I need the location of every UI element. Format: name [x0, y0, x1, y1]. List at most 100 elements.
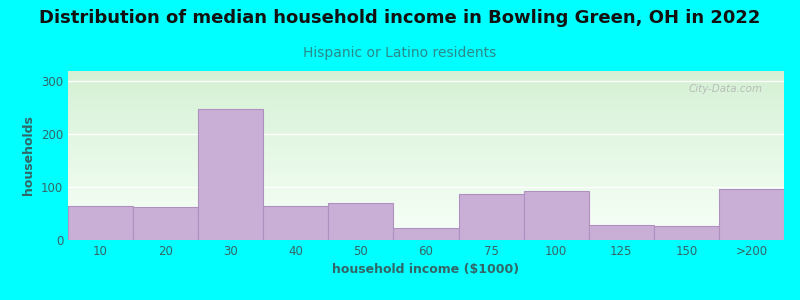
Bar [68, 86, 784, 87]
Bar [68, 126, 784, 127]
Bar [68, 74, 784, 75]
Bar [68, 218, 784, 219]
Bar [68, 100, 784, 101]
Bar [68, 161, 784, 162]
Bar [68, 235, 784, 236]
Bar [68, 80, 784, 81]
Bar [68, 77, 784, 78]
Bar [68, 112, 784, 113]
Bar [68, 208, 784, 209]
Bar [68, 155, 784, 156]
Bar [68, 141, 784, 142]
Bar [68, 189, 784, 190]
Bar [589, 225, 654, 240]
Bar [68, 215, 784, 216]
Bar [68, 70, 784, 71]
Bar [68, 194, 784, 195]
Bar [68, 233, 784, 234]
Bar [68, 238, 784, 239]
Bar [68, 210, 784, 211]
Bar [68, 96, 784, 97]
Text: Hispanic or Latino residents: Hispanic or Latino residents [303, 46, 497, 61]
Bar [68, 211, 784, 212]
Bar [68, 193, 784, 194]
Bar [68, 237, 784, 238]
Bar [68, 195, 784, 196]
Bar [68, 78, 784, 79]
Bar [68, 108, 784, 109]
Bar [68, 98, 784, 99]
Bar [68, 119, 784, 120]
Bar [68, 132, 784, 133]
Bar [458, 194, 524, 240]
Bar [68, 128, 784, 129]
Bar [68, 182, 784, 183]
Bar [68, 149, 784, 150]
Bar [68, 219, 784, 220]
Bar [68, 89, 784, 90]
Bar [68, 99, 784, 100]
Bar [68, 181, 784, 182]
Bar [68, 81, 784, 82]
Bar [68, 97, 784, 98]
Bar [68, 79, 784, 80]
Bar [68, 229, 784, 230]
Bar [68, 157, 784, 158]
Bar [68, 71, 784, 72]
Bar [68, 205, 784, 206]
Bar [68, 159, 784, 160]
Bar [68, 202, 784, 203]
Bar [68, 124, 784, 125]
Bar [68, 75, 784, 76]
Bar [68, 118, 784, 119]
Bar [68, 72, 784, 73]
Bar [68, 94, 784, 95]
Bar [68, 198, 784, 199]
Bar [68, 184, 784, 185]
Bar [133, 207, 198, 240]
Bar [68, 142, 784, 143]
Bar [68, 163, 784, 164]
Bar [198, 109, 263, 240]
Bar [68, 87, 784, 88]
Bar [68, 200, 784, 201]
Bar [68, 225, 784, 226]
Bar [68, 196, 784, 197]
Bar [68, 144, 784, 145]
Bar [68, 186, 784, 187]
Bar [68, 92, 784, 93]
Bar [68, 153, 784, 154]
Bar [68, 183, 784, 184]
Bar [68, 145, 784, 146]
Bar [68, 203, 784, 204]
Bar [68, 197, 784, 198]
Bar [68, 223, 784, 224]
Bar [68, 167, 784, 168]
Bar [68, 76, 784, 77]
Bar [68, 90, 784, 91]
Bar [68, 122, 784, 123]
Bar [68, 232, 784, 233]
Bar [68, 190, 784, 191]
Bar [68, 85, 784, 86]
Text: City-Data.com: City-Data.com [688, 84, 762, 94]
Bar [68, 83, 784, 84]
Bar [68, 102, 784, 103]
Bar [68, 125, 784, 126]
Bar [68, 134, 784, 135]
Bar [68, 88, 784, 89]
Bar [68, 121, 784, 122]
Bar [68, 104, 784, 105]
Bar [68, 131, 784, 132]
Bar [68, 154, 784, 155]
Bar [68, 191, 784, 192]
Text: Distribution of median household income in Bowling Green, OH in 2022: Distribution of median household income … [39, 9, 761, 27]
Bar [68, 226, 784, 227]
Bar [68, 148, 784, 149]
Bar [68, 160, 784, 161]
Bar [68, 82, 784, 83]
Bar [68, 172, 784, 173]
Bar [68, 138, 784, 139]
Bar [68, 133, 784, 134]
Bar [68, 206, 133, 240]
